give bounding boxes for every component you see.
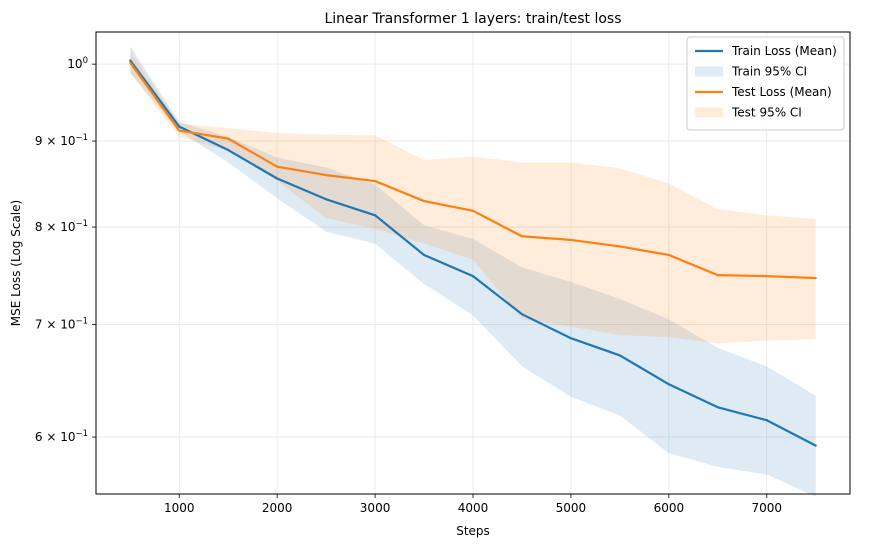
legend-label: Test 95% CI xyxy=(731,106,802,120)
legend: Train Loss (Mean) Train 95% CI Test Loss (… xyxy=(686,36,845,131)
x-axis-label: Steps xyxy=(456,524,490,538)
data-point xyxy=(471,275,475,278)
data-point xyxy=(227,137,230,140)
legend-label: Train Loss (Mean) xyxy=(731,44,837,58)
legend-patch-swatch xyxy=(695,66,723,77)
ci-band-layer xyxy=(130,46,816,497)
data-point xyxy=(765,275,768,278)
data-point xyxy=(129,61,132,64)
grid-layer xyxy=(96,32,850,494)
data-point xyxy=(814,276,817,280)
tick-layer: 1000 2000 3000 4000 5000 6000 7000 100 9 × 10−1 8… xyxy=(35,56,782,515)
data-point xyxy=(178,129,181,132)
data-point xyxy=(178,125,181,128)
data-point xyxy=(422,199,426,203)
data-point xyxy=(765,419,768,422)
y-tick-label: 6 × 10−1 xyxy=(35,429,88,444)
data-point xyxy=(520,313,524,316)
y-axis-label: MSE Loss (Log Scale) xyxy=(9,200,23,326)
legend-label: Train 95% CI xyxy=(731,65,807,79)
data-point xyxy=(129,59,132,62)
y-tick-label: 8 × 10−1 xyxy=(35,219,88,234)
y-tick-label: 7 × 10−1 xyxy=(35,317,88,332)
data-point xyxy=(373,179,377,183)
x-tick-label: 6000 xyxy=(654,501,685,515)
data-point xyxy=(618,245,621,248)
x-tick-label: 3000 xyxy=(360,501,391,515)
data-point xyxy=(520,235,524,238)
data-point xyxy=(569,238,573,242)
ci-band-0 xyxy=(130,46,816,497)
ci-band-1 xyxy=(130,51,816,344)
legend-label: Test Loss (Mean) xyxy=(731,85,832,99)
line-layer xyxy=(129,59,817,447)
data-point xyxy=(276,165,279,168)
x-tick-label: 5000 xyxy=(556,501,587,515)
x-tick-label: 7000 xyxy=(751,501,782,515)
data-point xyxy=(227,148,230,152)
chart-title: Linear Transformer 1 layers: train/test … xyxy=(324,11,621,27)
data-point xyxy=(325,173,328,177)
x-tick-label: 1000 xyxy=(164,501,195,515)
y-tick-label: 100 xyxy=(67,56,88,71)
data-point xyxy=(667,253,670,257)
legend-box xyxy=(686,36,845,131)
legend-patch-swatch xyxy=(695,107,723,118)
data-point xyxy=(716,406,719,409)
y-tick-label: 9 × 10−1 xyxy=(35,133,88,148)
data-point xyxy=(618,354,621,357)
data-point xyxy=(276,177,279,180)
x-tick-label: 2000 xyxy=(262,501,293,515)
data-point xyxy=(373,214,377,217)
data-point xyxy=(325,198,328,201)
data-point xyxy=(716,274,719,277)
data-point xyxy=(569,337,573,340)
data-point xyxy=(471,209,475,212)
data-point xyxy=(422,253,426,257)
data-point xyxy=(814,444,817,447)
data-point xyxy=(667,383,670,386)
x-tick-label: 4000 xyxy=(458,501,489,515)
